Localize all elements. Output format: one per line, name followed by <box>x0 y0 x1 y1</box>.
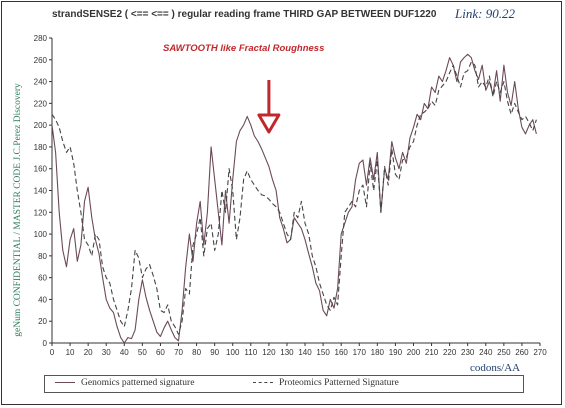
y-tick-label: 140 <box>34 187 48 196</box>
x-tick-label: 20 <box>84 348 93 357</box>
x-tick-label: 240 <box>479 348 493 357</box>
y-tick-label: 240 <box>34 78 48 87</box>
chart-title: strandSENSE2 ( <== <== ) regular reading… <box>52 9 437 20</box>
x-tick-label: 120 <box>262 348 276 357</box>
x-tick-label: 50 <box>138 348 147 357</box>
y-tick-label: 0 <box>43 339 48 348</box>
y-tick-label: 120 <box>34 208 48 217</box>
y-tick-label: 60 <box>38 274 47 283</box>
x-tick-label: 270 <box>533 348 547 357</box>
x-tick-label: 40 <box>120 348 129 357</box>
y-tick-label: 40 <box>38 295 47 304</box>
x-tick-label: 230 <box>461 348 475 357</box>
x-tick-label: 0 <box>50 348 55 357</box>
x-tick-label: 80 <box>192 348 201 357</box>
x-tick-label: 90 <box>210 348 219 357</box>
legend-item-genomics: Genomics patterned signature <box>55 378 194 388</box>
x-tick-label: 100 <box>226 348 240 357</box>
y-tick-label: 260 <box>34 56 48 65</box>
y-tick-label: 20 <box>38 317 47 326</box>
x-tick-label: 140 <box>298 348 312 357</box>
x-tick-label: 10 <box>66 348 75 357</box>
x-tick-label: 190 <box>389 348 403 357</box>
x-tick-label: 150 <box>316 348 330 357</box>
annotation-arrow-head <box>257 113 281 134</box>
x-tick-label: 250 <box>497 348 511 357</box>
legend: Genomics patterned signature Proteomics … <box>44 375 524 393</box>
x-tick-label: 160 <box>335 348 349 357</box>
y-tick-label: 280 <box>34 34 48 43</box>
x-tick-label: 30 <box>102 348 111 357</box>
legend-swatch-proteomics <box>253 382 273 384</box>
legend-swatch-genomics <box>55 382 75 384</box>
y-tick-label: 180 <box>34 143 48 152</box>
link-label: Link: 90.22 <box>455 6 515 21</box>
x-tick-label: 170 <box>353 348 367 357</box>
x-tick-label: 220 <box>443 348 457 357</box>
x-tick-label: 260 <box>515 348 529 357</box>
x-tick-label: 210 <box>425 348 439 357</box>
x-tick-label: 180 <box>371 348 385 357</box>
y-tick-label: 80 <box>38 252 47 261</box>
x-tick-label: 200 <box>407 348 421 357</box>
y-tick-label: 160 <box>34 165 48 174</box>
x-tick-label: 70 <box>174 348 183 357</box>
y-tick-label: 100 <box>34 230 48 239</box>
x-tick-label: 130 <box>280 348 294 357</box>
legend-item-proteomics: Proteomics Patterned Signature <box>253 378 399 388</box>
legend-label-proteomics: Proteomics Patterned Signature <box>279 378 399 388</box>
y-tick-label: 200 <box>34 121 48 130</box>
series-line-proteomics <box>51 61 537 335</box>
annotation-text: SAWTOOTH like Fractal Roughness <box>163 43 325 54</box>
y-tick-label: 220 <box>34 99 48 108</box>
x-tick-label: 60 <box>156 348 165 357</box>
legend-label-genomics: Genomics patterned signature <box>81 378 195 388</box>
x-axis-label: codons/AA <box>470 362 521 374</box>
x-tick-label: 110 <box>244 348 257 357</box>
series-line-genomics <box>51 53 537 344</box>
